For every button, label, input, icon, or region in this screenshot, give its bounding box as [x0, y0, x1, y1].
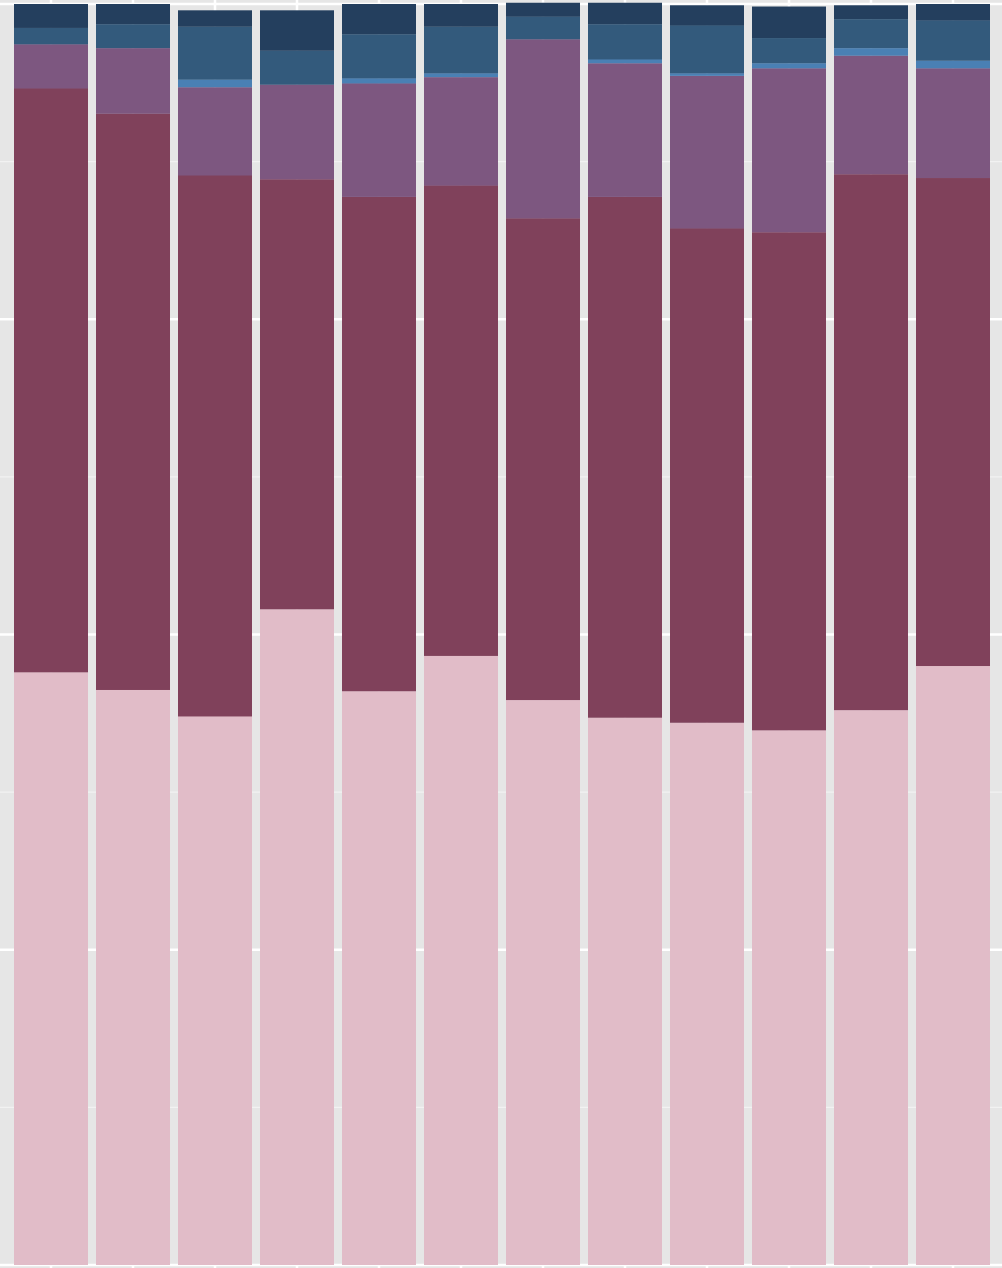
bar-segment-7-series-2: [506, 218, 580, 701]
bar-segment-4-series-2: [260, 179, 334, 610]
bar-segment-5-series-2: [342, 196, 416, 692]
bar-segment-2-series-6: [96, 4, 170, 25]
bar-segment-5-series-5: [342, 34, 416, 79]
bar-segment-3-series-6: [178, 10, 252, 27]
bar-segment-10-series-2: [752, 232, 826, 731]
bar-segment-3-series-1: [178, 716, 252, 1265]
bar-segment-9-series-2: [670, 228, 744, 723]
bar-segment-12-series-6: [916, 4, 990, 21]
bar-segment-10-series-3: [752, 68, 826, 233]
bar-segment-1-series-5: [14, 27, 88, 45]
bar-segment-6-series-3: [424, 77, 498, 186]
bar-segment-5-series-4: [342, 78, 416, 84]
bar-segment-10-series-1: [752, 730, 826, 1265]
bar-segment-3-series-5: [178, 26, 252, 80]
bar-segment-9-series-4: [670, 73, 744, 76]
bar-segment-7-series-3: [506, 39, 580, 219]
bar-segment-9-series-6: [670, 5, 744, 26]
bar-segment-7-series-5: [506, 16, 580, 40]
bar-segment-3-series-4: [178, 79, 252, 88]
bar-segment-7-series-1: [506, 700, 580, 1265]
bar-segment-9-series-5: [670, 25, 744, 74]
bar-segment-11-series-4: [834, 48, 908, 56]
bar-segment-4-series-5: [260, 50, 334, 85]
bar-segment-9-series-3: [670, 75, 744, 229]
bar-segment-10-series-4: [752, 63, 826, 69]
bar-segment-9-series-1: [670, 722, 744, 1265]
bar-segment-1-series-1: [14, 672, 88, 1265]
bar-segment-12-series-3: [916, 68, 990, 179]
bar-segment-3-series-2: [178, 175, 252, 717]
bar-segment-10-series-6: [752, 6, 826, 39]
bar-segment-4-series-1: [260, 609, 334, 1265]
bar-segment-11-series-6: [834, 5, 908, 20]
bar-segment-5-series-1: [342, 691, 416, 1265]
bar-segment-4-series-6: [260, 10, 334, 51]
bar-segment-2-series-1: [96, 689, 170, 1265]
bar-segment-11-series-5: [834, 19, 908, 49]
bar-segment-12-series-5: [916, 20, 990, 61]
bar-segment-8-series-1: [588, 717, 662, 1265]
bar-segment-3-series-3: [178, 87, 252, 176]
bar-segment-11-series-1: [834, 710, 908, 1265]
bar-segment-5-series-6: [342, 4, 416, 35]
bar-segment-1-series-2: [14, 88, 88, 673]
bar-segment-1-series-6: [14, 4, 88, 28]
bar-segment-12-series-2: [916, 178, 990, 667]
bar-segment-6-series-4: [424, 73, 498, 78]
bar-segment-12-series-1: [916, 666, 990, 1265]
bar-segment-8-series-4: [588, 59, 662, 64]
bar-segment-8-series-6: [588, 2, 662, 25]
bar-segment-6-series-2: [424, 185, 498, 656]
bar-segment-2-series-3: [96, 48, 170, 114]
bar-segment-2-series-5: [96, 24, 170, 49]
bar-segment-8-series-2: [588, 196, 662, 718]
bar-segment-11-series-2: [834, 174, 908, 711]
bar-segment-6-series-6: [424, 4, 498, 27]
bar-segment-6-series-5: [424, 26, 498, 74]
bar-segment-8-series-3: [588, 63, 662, 197]
bar-segment-4-series-3: [260, 84, 334, 180]
bar-segment-10-series-5: [752, 38, 826, 64]
bars-layer: [14, 2, 990, 1265]
bar-segment-12-series-4: [916, 60, 990, 69]
bar-segment-11-series-3: [834, 55, 908, 175]
bar-segment-1-series-3: [14, 44, 88, 89]
bar-segment-6-series-1: [424, 655, 498, 1265]
bar-segment-5-series-3: [342, 83, 416, 197]
bar-segment-8-series-5: [588, 24, 662, 60]
bar-segment-7-series-6: [506, 2, 580, 17]
bar-segment-2-series-2: [96, 113, 170, 690]
